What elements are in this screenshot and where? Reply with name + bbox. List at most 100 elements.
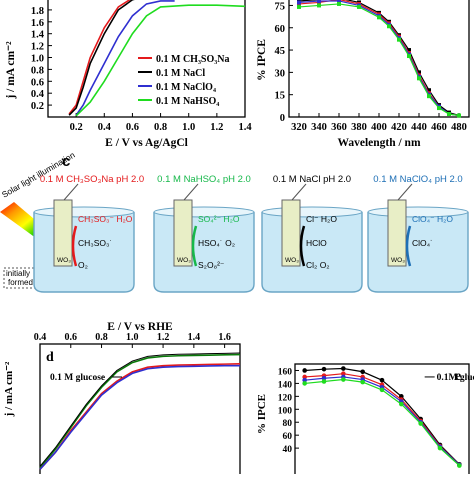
y-tick-label: 0 [280,113,285,124]
data-point [457,113,461,118]
reaction-arrow-0 [71,225,78,267]
data-point [427,88,431,93]
electrode-label-2: WO₃ [285,257,299,264]
x-axis-label: Wavelength / nm [337,137,420,149]
data-point [360,379,365,385]
electrode-wire-0 [63,183,79,201]
data-point [427,94,431,99]
data-point [399,401,404,407]
species-in-3: ClO₄⁻ H₂O [412,214,453,224]
data-point [417,76,421,81]
data-point [302,368,307,373]
electrode-0 [53,199,73,267]
data-point [379,387,385,393]
legend-label-0: 0.1 M CH₃SO₃Na [156,54,230,65]
x-tick-label: 360 [331,122,347,133]
beaker-1 [153,212,255,293]
x-tick-label: 1.4 [238,122,252,133]
species-mid-3: ClO₄˙ [412,238,433,248]
beaker-3 [367,212,469,293]
y-tick-label: 45 [275,46,286,57]
annotation-glucose: 0.1M glucose [437,373,474,383]
panel-a-chart: 0.2 0.4 0.6 0.8 1.0 1.2 1.4 1.6 1.8 0.2 0.4 0.6 0.8 1… [0,0,255,150]
series-line-2 [75,0,175,116]
panel-e-chart: 160 140 120 100 80 60 40 e % IPCE 0.1M glucose [255,300,474,479]
x-tick-label: 1.0 [126,332,139,343]
species-in-1: SO₄²⁻ H₂O [198,214,240,224]
panel-d-chart: E / V vs RHE 0.4 0.6 0.8 1.0 1.2 1.4 1.6 d j / mA… [0,300,255,479]
y-axis-label: % IPCE [256,394,268,434]
legend-label-3: 0.1 M NaHSO₄ [156,96,219,107]
reaction-arrow-1 [191,225,198,267]
series-line-1 [68,0,135,116]
species-mid-1: HSO₄˙ O₂ [198,238,235,248]
data-point [337,0,341,3]
series-line-1 [39,363,241,470]
y-axis-label: j / mA cm⁻² [3,361,15,417]
data-point [302,374,307,380]
y-tick-label: 1.8 [31,6,44,17]
panel-b-chart: 75 60 45 30 15 0 320 340 360 380 400 420 440 460 480 Wa… [255,0,474,150]
electrode-label-0: WO₃ [57,257,71,264]
y-tick-label: 160 [278,367,293,377]
panel-a-svg: 0.20.40.60.81.01.21.41.61.80.2 0.4 0.6 0.8 1… [5,0,252,149]
data-point [321,375,327,381]
y-tick-label: 140 [278,380,293,390]
y-tick-label: 1.0 [31,54,44,65]
x-tick-label: 1.4 [188,332,201,343]
x-tick-label: 0.6 [126,122,139,133]
data-point [302,377,307,383]
y-tick-label: 0.2 [31,101,44,112]
y-axis-label: j / mA cm⁻² [5,41,17,100]
y-tick-label: 1.4 [31,30,45,41]
data-point [407,48,411,53]
x-tick-label: 0.2 [70,122,83,133]
initially-formed-text2: formed [8,278,33,287]
x-tick-label: 380 [351,122,367,133]
x-tick-label: 1.6 [218,332,231,343]
y-tick-label: 60 [283,432,293,442]
panel-e-svg: 160 140 120 100 80 60 40 e % IPCE 0.1M glucose [256,363,474,479]
y-tick-label: 100 [278,406,293,416]
x-tick-label: 420 [391,122,407,133]
electrode-2 [281,199,301,267]
series-line-3 [304,378,460,467]
data-point [321,366,327,372]
electrode-label-3: WO₃ [391,257,405,264]
x-tick-label: 400 [371,122,387,133]
data-point [357,4,361,9]
data-point [399,394,404,399]
electrode-3 [387,199,407,267]
y-tick-label: 0.6 [31,77,44,88]
data-point [341,366,346,371]
y-tick-label: 80 [283,419,293,429]
electrode-1 [173,199,193,267]
data-point [360,369,365,375]
data-point [397,37,401,42]
data-point [297,0,301,5]
data-point [302,381,307,386]
y-tick-label: 120 [278,393,293,403]
x-tick-label: 1.2 [157,332,170,343]
y-tick-label: 0.8 [31,65,44,76]
panel-c-schematic: c Solar light illumination initially formed… [0,150,474,300]
x-axis-label: E / V vs Ag/AgCl [105,137,188,149]
species-out-1: S₂O₈²⁻ [198,260,225,270]
panel-letter-c: c [62,153,70,170]
data-point [417,70,421,75]
y-tick-label: 40 [283,445,293,455]
x-tick-label: 1.2 [210,122,223,133]
series-line-black [39,352,241,467]
reaction-arrow-3 [405,225,412,267]
species-mid-2: HClO [306,238,327,248]
species-in-0: CH₃SO₃⁻ H₂O [78,214,133,224]
y-tick-label: 1.6 [31,18,44,29]
x-tick-label: 0.4 [98,122,112,133]
data-point [341,377,346,382]
electrode-label-1: WO₃ [177,257,191,264]
species-mid-0: CH₃SO₃˙ [78,238,112,248]
electrode-wire-3 [397,183,413,201]
initially-formed-text: initially [6,269,30,278]
data-point [377,15,381,20]
y-axis-label: % IPCE [256,39,268,81]
